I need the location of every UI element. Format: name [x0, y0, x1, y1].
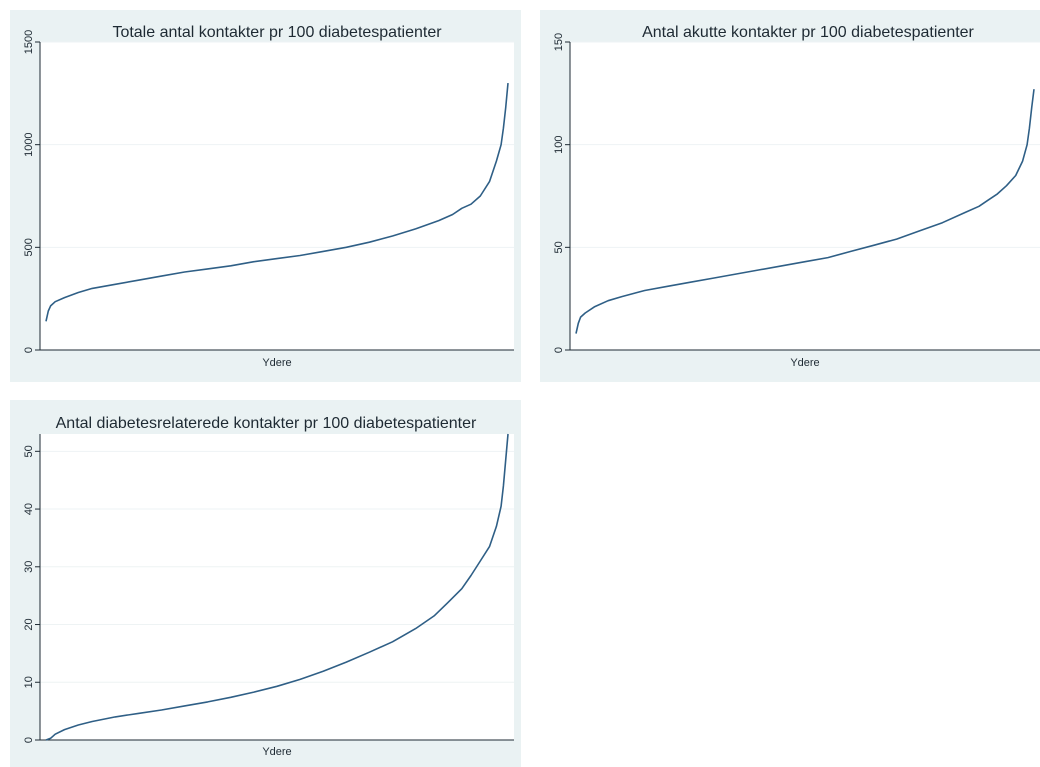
chart-diabetes-related-contacts: Antal diabetesrelaterede kontakter pr 10… [23, 415, 514, 758]
chart-title: Antal diabetesrelaterede kontakter pr 10… [56, 415, 477, 432]
y-tick-label: 100 [553, 135, 565, 153]
y-tick-label: 0 [23, 347, 35, 353]
series-line [45, 83, 509, 322]
x-axis-label: Ydere [790, 357, 819, 369]
y-tick-label: 500 [23, 238, 35, 256]
y-tick-label: 20 [23, 618, 35, 630]
chart-acute-contacts: Antal akutte kontakter pr 100 diabetespa… [553, 24, 1040, 369]
y-tick-label: 50 [23, 445, 35, 457]
y-tick-label: 1000 [23, 132, 35, 156]
plot-area [570, 42, 1040, 350]
plot-area [40, 42, 514, 350]
chart-panel-total: Totale antal kontakter pr 100 diabetespa… [10, 10, 521, 382]
y-tick-label: 0 [553, 347, 565, 353]
y-tick-label: 30 [23, 561, 35, 573]
y-tick-label: 50 [553, 241, 565, 253]
x-axis-label: Ydere [262, 746, 291, 758]
plot-area [40, 434, 514, 740]
y-tick-label: 1500 [23, 30, 35, 54]
chart-total-contacts: Totale antal kontakter pr 100 diabetespa… [23, 24, 514, 369]
series-line [575, 89, 1035, 334]
y-tick-label: 150 [553, 33, 565, 51]
chart-title: Totale antal kontakter pr 100 diabetespa… [112, 24, 442, 41]
chart-panel-diabetes-related: Antal diabetesrelaterede kontakter pr 10… [10, 400, 521, 767]
x-axis-label: Ydere [262, 357, 291, 369]
y-tick-label: 0 [23, 737, 35, 743]
y-tick-label: 10 [23, 676, 35, 688]
series-line [45, 433, 509, 741]
y-tick-label: 40 [23, 503, 35, 515]
chart-title: Antal akutte kontakter pr 100 diabetespa… [642, 24, 974, 41]
chart-panel-acute: Antal akutte kontakter pr 100 diabetespa… [540, 10, 1040, 382]
